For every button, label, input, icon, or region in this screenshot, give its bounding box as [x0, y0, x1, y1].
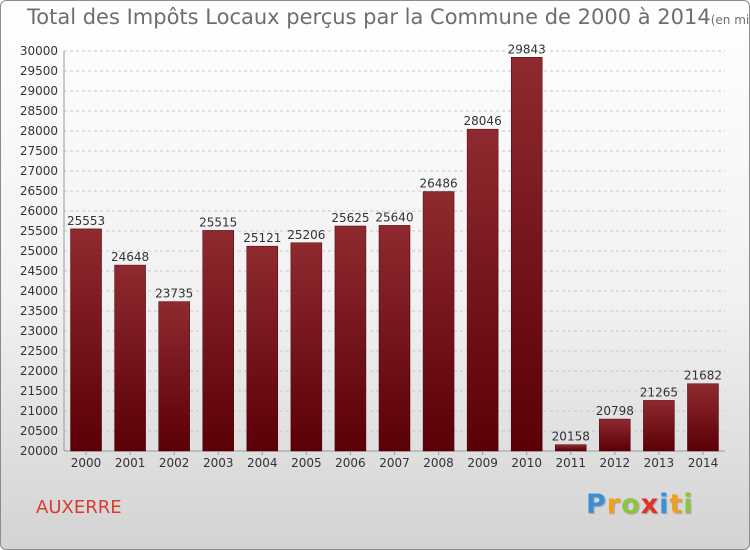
chart-title: Total des Impôts Locaux perçus par la Co… [27, 5, 750, 29]
bar-2010 [510, 57, 543, 452]
y-tick-label: 26000 [20, 204, 58, 218]
value-label-2007: 25640 [375, 210, 413, 224]
y-tick-label: 23500 [20, 304, 58, 318]
value-label-2014: 21682 [684, 369, 722, 383]
y-tick-label: 27500 [20, 144, 58, 158]
bar-2000 [70, 228, 102, 452]
x-tick-label-2013: 2013 [644, 456, 675, 470]
y-tick-label: 25000 [20, 244, 58, 258]
bar-2014 [687, 383, 719, 452]
y-tick-label: 22500 [20, 344, 58, 358]
value-label-2005: 25206 [287, 228, 325, 242]
logo-letter: x [640, 489, 660, 520]
value-label-2011: 20158 [552, 430, 590, 444]
y-tick-label: 21000 [20, 404, 58, 418]
bar-2007 [378, 225, 411, 452]
y-tick-label: 22000 [20, 364, 58, 378]
logo-letter: o [621, 489, 641, 520]
logo-letter: P [586, 489, 607, 520]
logo-letter: i [659, 489, 670, 520]
value-label-2000: 25553 [67, 214, 105, 228]
y-tick-label: 28500 [20, 104, 58, 118]
x-tick-label-2007: 2007 [379, 456, 410, 470]
x-tick-label-2010: 2010 [511, 456, 542, 470]
x-tick-label-2014: 2014 [688, 456, 719, 470]
value-label-2008: 26486 [419, 177, 457, 191]
logo-letter: t [669, 489, 684, 520]
chart-title-text: Total des Impôts Locaux perçus par la Co… [27, 5, 711, 29]
commune-name: AUXERRE [36, 497, 122, 518]
value-label-2009: 28046 [464, 114, 502, 128]
value-label-2013: 21265 [640, 385, 678, 399]
bar-2003 [202, 230, 234, 452]
x-tick-label-2006: 2006 [335, 456, 366, 470]
x-tick-label-2011: 2011 [555, 456, 586, 470]
y-tick-label: 20500 [20, 424, 58, 438]
y-tick-label: 25500 [20, 224, 58, 238]
x-tick-label-2009: 2009 [467, 456, 498, 470]
y-tick-label: 24000 [20, 284, 58, 298]
bar-2005 [290, 242, 323, 452]
y-axis-ticks: 20000 20500 21000 21500 22000 22500 23000 23500… [20, 44, 58, 458]
y-tick-label: 30000 [20, 44, 58, 58]
value-label-2004: 25121 [243, 231, 281, 245]
y-tick-label: 26500 [20, 184, 58, 198]
chart-unit-label: (en milliers d'€) [710, 13, 750, 27]
value-label-2010: 29843 [508, 42, 546, 56]
y-tick-label: 23000 [20, 324, 58, 338]
bar-2006 [334, 225, 367, 452]
bar-2012 [599, 418, 631, 452]
value-labels: 25553 24648 23735 25515 25121 25206 25625 25640… [67, 42, 722, 443]
logo-letter: r [606, 489, 622, 520]
x-tick-label-2005: 2005 [291, 456, 322, 470]
x-tick-label-2003: 2003 [203, 456, 234, 470]
bar-2008 [422, 191, 455, 452]
bar-2002 [158, 301, 190, 452]
x-tick-label-2008: 2008 [423, 456, 454, 470]
bar-2001 [114, 264, 146, 452]
x-tick-label-2004: 2004 [247, 456, 278, 470]
x-tick-label-2002: 2002 [159, 456, 190, 470]
x-tick-label-2012: 2012 [600, 456, 631, 470]
y-tick-label: 27000 [20, 164, 58, 178]
y-tick-label: 29000 [20, 84, 58, 98]
value-label-2012: 20798 [596, 404, 634, 418]
x-axis-ticks: 2000 2001 2002 2003 2004 2005 2006 2007 2008 2009… [71, 451, 718, 470]
y-tick-label: 24500 [20, 264, 58, 278]
bar-2009 [466, 128, 499, 452]
y-tick-label: 21500 [20, 384, 58, 398]
logo-letter: i [683, 489, 694, 520]
bar-2004 [246, 245, 279, 452]
value-label-2006: 25625 [331, 211, 369, 225]
value-label-2002: 23735 [155, 287, 193, 301]
x-tick-label-2000: 2000 [71, 456, 102, 470]
y-tick-label: 29500 [20, 64, 58, 78]
value-label-2001: 24648 [111, 250, 149, 264]
bar-2013 [643, 400, 675, 452]
x-tick-label-2001: 2001 [115, 456, 146, 470]
y-tick-label: 28000 [20, 124, 58, 138]
bars [70, 57, 719, 452]
proxiti-logo: Proxiti [586, 489, 694, 520]
y-tick-label: 20000 [20, 444, 58, 458]
bar-2011 [555, 444, 587, 452]
value-label-2003: 25515 [199, 215, 237, 229]
